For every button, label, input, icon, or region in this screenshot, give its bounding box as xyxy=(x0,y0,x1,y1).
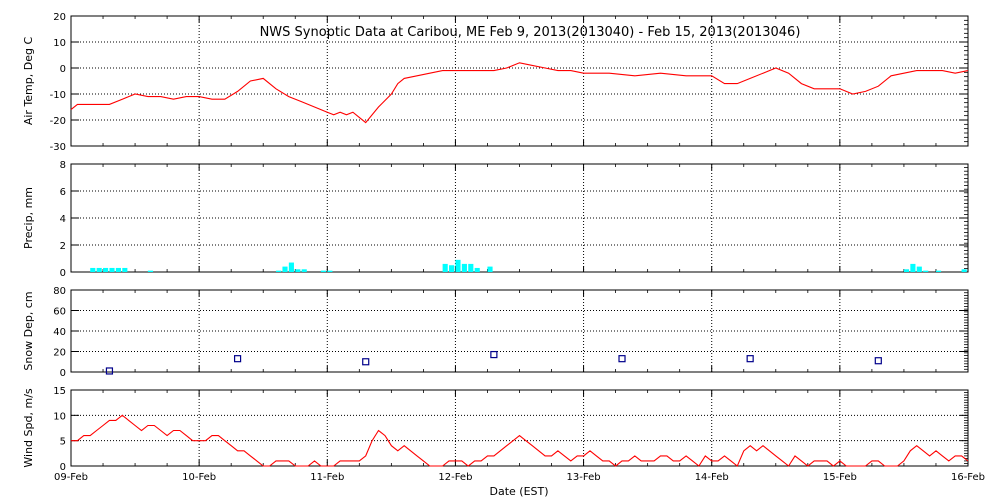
x-tick-label: 09-Feb xyxy=(54,472,88,483)
y-axis-label: Air Temp, Deg C xyxy=(22,37,35,126)
y-tick-label: -30 xyxy=(50,142,66,153)
y-tick-label: 80 xyxy=(53,286,66,297)
snow-depth-point xyxy=(746,355,754,363)
y-tick-label: -10 xyxy=(50,90,66,101)
precip-bar xyxy=(327,270,333,272)
x-tick-label: 10-Feb xyxy=(182,472,216,483)
snow-depth-point xyxy=(618,355,626,363)
precip-bar xyxy=(474,267,480,272)
y-tick-label: 10 xyxy=(53,411,66,422)
chart-panels: -30 -20 -10 0 10 20 Air Temp, Deg C 0 2 4 6 8 Precip… xyxy=(22,12,985,483)
y-tick-label: 40 xyxy=(53,327,66,338)
precip-bar xyxy=(455,259,461,272)
panel-frame xyxy=(70,289,969,373)
precip-bar xyxy=(320,270,327,272)
snow-depth-point xyxy=(874,357,882,365)
y-axis-label: Snow Dep, cm xyxy=(22,291,35,370)
precip-bar xyxy=(276,270,282,272)
x-tick-label: 13-Feb xyxy=(567,472,601,483)
x-tick-label: 16-Feb xyxy=(951,472,985,483)
panel-frame xyxy=(70,389,969,467)
snow-depth-point xyxy=(105,367,114,375)
precip-bar xyxy=(935,270,942,272)
y-tick-label: 20 xyxy=(53,12,66,23)
panel-wind-speed: 0 5 10 15 Wind Spd, m/s 09-Feb 10-Feb 11-Feb 12-… xyxy=(22,386,985,483)
precip-bar xyxy=(103,267,109,272)
chart-title: NWS Synoptic Data at Caribou, ME Feb 9, … xyxy=(260,25,801,40)
y-axis-label: Precip, mm xyxy=(22,187,35,249)
precip-bar xyxy=(282,266,288,272)
precip-bar xyxy=(468,263,474,272)
series-line-air-temp xyxy=(70,62,969,124)
panel-air-temp: -30 -20 -10 0 10 20 Air Temp, Deg C xyxy=(22,12,969,153)
y-tick-label: 4 xyxy=(60,214,66,225)
precip-bar xyxy=(96,267,102,272)
panel-snow-depth: 0 20 40 60 80 Snow Dep, cm xyxy=(22,286,969,379)
y-tick-label: 10 xyxy=(53,38,66,49)
y-tick-label: 0 xyxy=(60,368,66,379)
precip-bar xyxy=(916,266,922,272)
y-tick-label: 0 xyxy=(60,268,66,279)
y-tick-label: 8 xyxy=(60,160,66,171)
precip-bar xyxy=(301,269,307,272)
x-tick-label: 14-Feb xyxy=(695,472,729,483)
precip-bar xyxy=(442,263,448,272)
precip-bar xyxy=(147,270,154,272)
precip-bar xyxy=(923,270,929,272)
y-axis-label: Wind Spd, m/s xyxy=(22,388,35,468)
y-tick-label: 5 xyxy=(60,437,66,448)
x-axis-label: Date (EST) xyxy=(489,485,548,498)
precip-bar xyxy=(295,269,301,272)
y-tick-label: 15 xyxy=(53,386,66,397)
precip-bar xyxy=(461,263,467,272)
x-tick-label: 12-Feb xyxy=(438,472,472,483)
precip-bar xyxy=(115,267,121,272)
precip-bar xyxy=(449,265,455,272)
series-line-wind-speed xyxy=(71,414,969,467)
y-tick-label: 60 xyxy=(53,307,66,318)
precip-bar xyxy=(910,263,916,272)
precip-bar xyxy=(487,266,493,272)
snow-depth-point xyxy=(233,355,242,363)
y-tick-label: 6 xyxy=(60,187,66,198)
precip-bar xyxy=(90,267,96,272)
precip-bar xyxy=(961,269,967,272)
y-tick-label: -20 xyxy=(50,116,66,127)
y-tick-label: 20 xyxy=(53,348,66,359)
precip-bar xyxy=(288,262,294,272)
y-tick-label: 2 xyxy=(60,241,66,252)
panel-frame xyxy=(70,163,969,273)
snow-depth-point xyxy=(490,350,498,359)
snow-depth-point xyxy=(362,358,370,366)
x-tick-label: 11-Feb xyxy=(310,472,344,483)
precip-bar xyxy=(122,267,128,272)
precip-bar xyxy=(903,269,910,272)
x-tick-label: 15-Feb xyxy=(823,472,857,483)
precip-bar xyxy=(109,267,115,272)
panel-frame xyxy=(70,15,969,147)
y-tick-label: 0 xyxy=(60,462,66,473)
y-tick-label: 0 xyxy=(60,64,66,75)
panel-precip: 0 2 4 6 8 Precip, mm xyxy=(22,160,969,279)
